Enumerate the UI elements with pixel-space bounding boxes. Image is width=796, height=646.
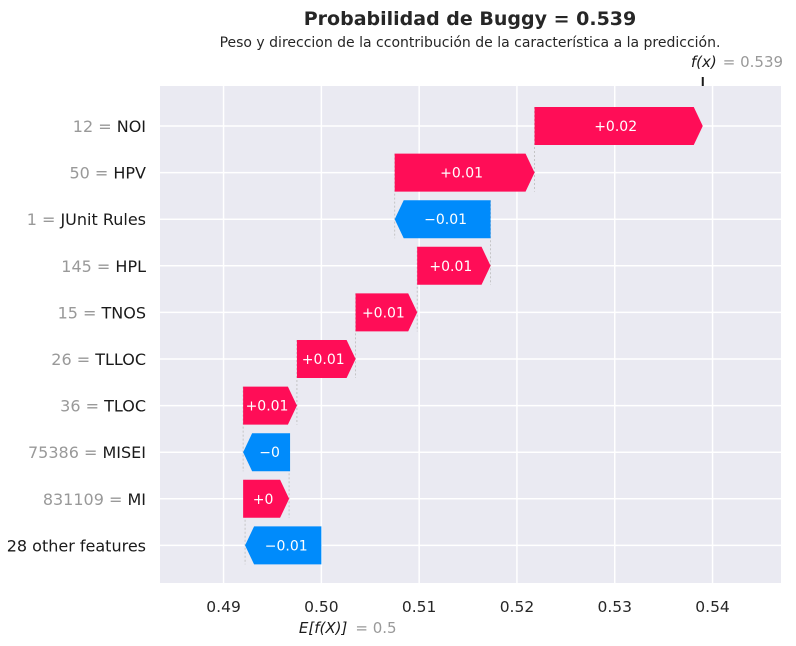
feature-value: 36 =: [60, 397, 104, 416]
feature-value: 75386 =: [28, 443, 102, 462]
bar-value-label: +0: [253, 492, 274, 508]
feature-name: TLLOC: [94, 350, 146, 369]
feature-name: HPV: [113, 164, 146, 183]
x-tick-label: 0.50: [304, 598, 339, 616]
bar-junit-rules: [394, 200, 491, 239]
value-markers: f(x) = 0.539 E[f(X)] = 0.5: [299, 53, 783, 637]
feature-label: 831109 = MI: [43, 490, 146, 509]
feature-value: 50 =: [69, 164, 113, 183]
bar-value-label: −0.01: [424, 212, 467, 228]
bar-misei: [243, 433, 291, 472]
feature-label: 1 = JUnit Rules: [27, 210, 146, 229]
base-label: E[f(X)]: [299, 619, 348, 637]
bar-value-label: +0.01: [246, 399, 289, 415]
feature-value: 26 =: [51, 350, 95, 369]
feature-name: TNOS: [101, 303, 147, 322]
bar-value-label: −0.01: [265, 538, 308, 554]
feature-value: 12 =: [73, 117, 117, 136]
feature-label: 12 = NOI: [73, 117, 146, 136]
x-tick-label: 0.49: [206, 598, 241, 616]
bar-value-label: +0.02: [594, 119, 637, 135]
feature-label: 75386 = MISEI: [28, 443, 146, 462]
x-tick-label: 0.51: [402, 598, 437, 616]
feature-name: HPL: [115, 257, 146, 276]
bar-noi: [534, 107, 703, 145]
bars: +0.02 +0.01 −0.01 +0.01 +0.01 +0.01 +0.01 −0 +0 −…: [243, 107, 703, 565]
feature-label: 36 = TLOC: [60, 397, 146, 416]
feature-name: MISEI: [102, 443, 146, 462]
base-value: = 0.5: [355, 619, 396, 637]
fx-value: = 0.539: [723, 53, 783, 71]
feature-value: 831109 =: [43, 490, 128, 509]
feature-name: TLOC: [103, 397, 146, 416]
bar-tnos: [355, 293, 418, 332]
bar-hpl: [417, 246, 491, 285]
feature-value: 1 =: [27, 210, 61, 229]
feature-name: JUnit Rules: [59, 210, 146, 229]
feature-labels: 12 = NOI 50 = HPV 1 = JUnit Rules 145 = HPL…: [7, 117, 146, 555]
feature-label: 15 = TNOS: [58, 303, 146, 322]
feature-value: 15 =: [58, 303, 102, 322]
bar-hpv: [394, 153, 535, 192]
bar-value-label: −0: [259, 445, 280, 461]
fx-label: f(x): [691, 53, 717, 71]
bar-tloc: [243, 386, 297, 425]
feature-label: 145 = HPL: [61, 257, 146, 276]
feature-label: 26 = TLLOC: [51, 350, 146, 369]
feature-label: 28 other features: [7, 536, 146, 555]
x-tick-label: 0.53: [597, 598, 632, 616]
chart-subtitle: Peso y direccion de la ccontribución de …: [220, 35, 721, 51]
bar-28-other-features: [245, 526, 322, 565]
feature-label: 50 = HPV: [69, 164, 146, 183]
feature-name: NOI: [117, 117, 146, 136]
x-tick-label: 0.52: [500, 598, 535, 616]
bar-value-label: +0.01: [302, 352, 345, 368]
feature-name: 28 other features: [7, 536, 146, 555]
feature-name: MI: [127, 490, 146, 509]
bar-tlloc: [296, 340, 356, 378]
x-axis-ticks: 0.49 0.50 0.51 0.52 0.53 0.54: [206, 598, 729, 616]
bar-value-label: +0.01: [429, 259, 472, 275]
bar-value-label: +0.01: [362, 305, 405, 321]
bar-mi: [243, 479, 290, 518]
feature-value: 145 =: [61, 257, 115, 276]
chart-title: Probabilidad de Buggy = 0.539: [304, 8, 637, 30]
bar-value-label: +0.01: [440, 166, 483, 182]
x-tick-label: 0.54: [695, 598, 730, 616]
